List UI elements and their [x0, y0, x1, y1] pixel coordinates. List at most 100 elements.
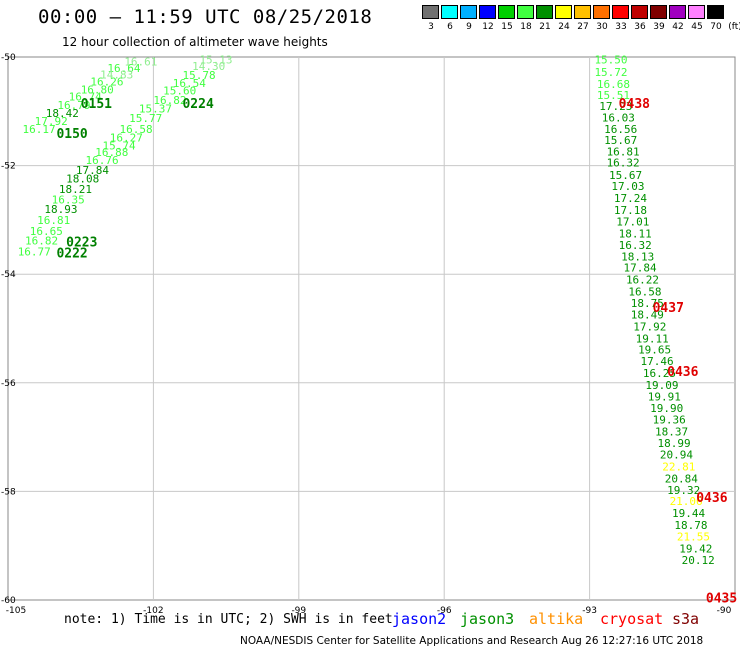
wave-height-value: 16.32: [619, 239, 652, 252]
wave-height-value: 15.74: [103, 140, 136, 153]
wave-height-value: 16.65: [30, 225, 63, 238]
wave-height-value: 15.77: [129, 112, 162, 125]
scale-swatch: [536, 5, 553, 19]
scale-label: 33: [615, 22, 627, 32]
wave-height-value: 20.12: [682, 554, 715, 567]
wave-height-value: 19.42: [679, 542, 712, 555]
scale-swatch: [612, 5, 629, 19]
legend-altika: altika: [529, 610, 584, 628]
wave-height-value: 19.11: [636, 332, 669, 345]
wave-height-value: 17.84: [624, 262, 657, 275]
scale-swatch: [460, 5, 477, 19]
wave-height-value: 16.74: [69, 91, 102, 104]
scale-label: 12: [482, 22, 494, 32]
wave-height-value: 16.82: [153, 94, 186, 107]
scale-label: 21: [539, 22, 551, 32]
wave-height-value: 15.78: [182, 69, 215, 82]
wave-height-value: 17.92: [35, 115, 68, 128]
wave-height-value: 18.08: [66, 173, 99, 186]
wave-height-value: 16.79: [57, 99, 90, 112]
pass-time-label: 0223: [66, 236, 97, 251]
wave-height-value: 17.46: [640, 355, 673, 368]
legend-s3a: s3a: [672, 610, 700, 628]
wave-height-value: 16.56: [604, 123, 637, 136]
wave-height-value: 18.21: [59, 183, 92, 196]
scale-swatch: [669, 5, 686, 19]
scale-label: 15: [501, 22, 513, 32]
wave-height-value: 16.80: [81, 84, 114, 97]
wave-height-value: 17.03: [611, 180, 644, 193]
lat-label: -52: [1, 162, 16, 172]
scale-label: 9: [466, 22, 472, 32]
wave-height-value: 17.23: [599, 100, 632, 113]
lat-label: -56: [1, 379, 16, 389]
scale-swatch: [479, 5, 496, 19]
wave-height-value: 15.50: [594, 54, 627, 67]
wave-height-value: 16.17: [23, 123, 56, 136]
scale-label: 24: [558, 22, 570, 32]
lon-label: -102: [143, 606, 163, 616]
lon-label: -93: [582, 606, 597, 616]
wave-height-value: 18.78: [674, 519, 707, 532]
wave-height-value: 15.67: [609, 169, 642, 182]
pass-time-label: 0224: [182, 97, 213, 112]
wave-height-value: 18.99: [657, 437, 690, 450]
pass-time-label: 0438: [619, 97, 650, 112]
wave-height-value: 19.44: [672, 507, 705, 520]
page-title: 00:00 – 11:59 UTC 08/25/2018: [38, 6, 373, 28]
lon-label: -99: [291, 606, 306, 616]
wave-height-value: 18.75: [631, 297, 664, 310]
scale-label: 30: [596, 22, 608, 32]
scale-label: 45: [691, 22, 703, 32]
wave-height-value: 18.37: [655, 426, 688, 439]
wave-height-value: 21.06: [670, 495, 703, 508]
wave-height-value: 17.84: [76, 164, 109, 177]
wave-height-value: 19.32: [667, 484, 700, 497]
wave-height-value: 16.61: [124, 55, 157, 68]
wave-height-value: 16.82: [25, 235, 58, 248]
scale-swatch: [574, 5, 591, 19]
wave-height-value: 16.25: [643, 367, 676, 380]
scale-swatch: [688, 5, 705, 19]
wave-height-value: 21.55: [677, 530, 710, 543]
wave-height-value: 16.32: [607, 156, 640, 169]
lon-label: -96: [437, 606, 452, 616]
wave-height-value: 18.93: [44, 203, 77, 216]
wave-height-value: 19.65: [638, 344, 671, 357]
wave-height-value: 16.64: [107, 62, 140, 75]
pass-time-label: 0150: [56, 127, 87, 142]
wave-height-value: 15.72: [594, 66, 627, 79]
page-subtitle: 12 hour collection of altimeter wave hei…: [62, 35, 328, 49]
wave-height-value: 16.81: [37, 214, 70, 227]
pass-time-label: 0222: [56, 246, 87, 261]
wave-height-value: 22.81: [662, 460, 695, 473]
scale-swatch: [707, 5, 724, 19]
wave-height-value: 16.35: [52, 193, 85, 206]
scale-swatch: [422, 5, 439, 19]
scale-swatch: [593, 5, 610, 19]
wave-height-value: 17.24: [614, 192, 647, 205]
wave-height-value: 17.18: [614, 204, 647, 217]
scale-label: 39: [653, 22, 665, 32]
wave-height-value: 16.88: [95, 146, 128, 159]
wave-height-value: 14.30: [192, 60, 225, 73]
wave-height-value: 15.60: [163, 85, 196, 98]
wave-height-value: 20.84: [665, 472, 698, 485]
scale-label: 70: [710, 22, 722, 32]
pass-time-label: 0437: [653, 301, 684, 316]
wave-height-value: 16.22: [626, 274, 659, 287]
pass-time-label: 0436: [696, 491, 727, 506]
scale-label: 36: [634, 22, 646, 32]
wave-height-value: 19.90: [650, 402, 683, 415]
pass-time-label: 0151: [81, 97, 112, 112]
wave-height-value: 16.58: [628, 286, 661, 299]
wave-height-value: 16.26: [90, 75, 123, 88]
wave-height-value: 17.01: [616, 216, 649, 229]
wave-height-value: 18.42: [46, 107, 79, 120]
lon-label: -90: [717, 606, 732, 616]
lat-label: -54: [1, 270, 16, 280]
legend-jason2: jason2: [392, 610, 447, 628]
lat-label: -50: [1, 53, 16, 63]
wave-height-value: 15.13: [199, 54, 232, 67]
